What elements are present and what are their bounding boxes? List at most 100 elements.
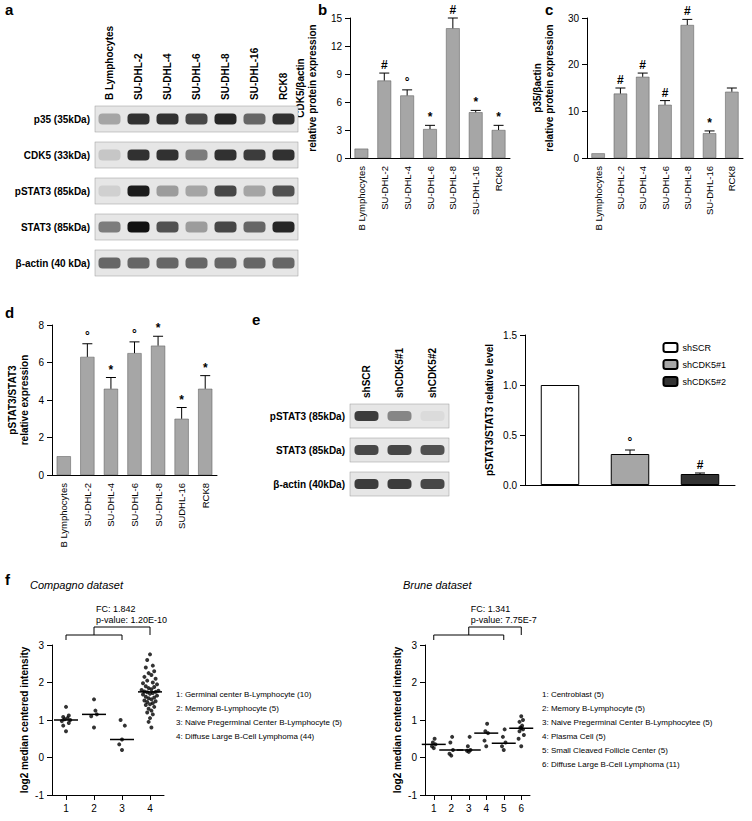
- svg-text:CDK5 (33kDa): CDK5 (33kDa): [24, 150, 90, 161]
- svg-text:2: 2: [448, 803, 454, 814]
- svg-text:1: 1: [411, 715, 417, 726]
- svg-text:4: Diffuse Large B-Cell Lympho: 4: Diffuse Large B-Cell Lymphoma (44): [176, 732, 315, 741]
- svg-text:20: 20: [568, 59, 580, 70]
- svg-text:shSCR: shSCR: [682, 343, 711, 353]
- svg-text:1.0: 1.0: [503, 380, 517, 391]
- svg-text:*: *: [109, 363, 114, 377]
- svg-text:0: 0: [573, 153, 579, 164]
- svg-text:SU-DHL-16: SU-DHL-16: [249, 47, 260, 100]
- svg-text:STAT3 (85kDa): STAT3 (85kDa): [276, 445, 345, 456]
- svg-text:6: 6: [336, 97, 342, 108]
- svg-text:relative protein expression: relative protein expression: [544, 24, 555, 151]
- svg-text:-1: -1: [408, 790, 417, 801]
- svg-text:SU-DHL-2: SU-DHL-2: [379, 166, 390, 210]
- svg-text:*: *: [428, 110, 433, 124]
- svg-text:0: 0: [38, 470, 44, 481]
- svg-text:RCK8: RCK8: [493, 166, 504, 191]
- svg-text:1.5: 1.5: [503, 330, 517, 341]
- svg-text:shSCR: shSCR: [361, 364, 372, 398]
- svg-text:#: #: [662, 86, 669, 100]
- svg-text:°: °: [85, 329, 90, 343]
- svg-text:SU-DHL-16: SU-DHL-16: [470, 166, 481, 215]
- svg-text:#: #: [697, 458, 704, 472]
- svg-text:p35/βactin: p35/βactin: [532, 63, 543, 112]
- svg-text:2: Memory B-Lymphocyte (5): 2: Memory B-Lymphocyte (5): [176, 704, 279, 713]
- svg-text:shCDK5#1: shCDK5#1: [682, 360, 726, 370]
- svg-text:°: °: [405, 75, 410, 89]
- svg-text:FC: 1.341: FC: 1.341: [471, 604, 511, 614]
- svg-text:shCDK5#1: shCDK5#1: [394, 348, 405, 398]
- svg-text:shCDK5#2: shCDK5#2: [427, 348, 438, 398]
- svg-text:9: 9: [336, 69, 342, 80]
- svg-text:β-actin (40 kDa): β-actin (40 kDa): [16, 258, 90, 269]
- svg-text:SUDHL-16: SUDHL-16: [176, 483, 187, 529]
- svg-text:B Lymphocytes: B Lymphocytes: [356, 166, 367, 231]
- svg-text:FC: 1.842: FC: 1.842: [96, 604, 136, 614]
- svg-text:SU-DHL-4: SU-DHL-4: [637, 166, 648, 210]
- svg-text:*: *: [203, 361, 208, 375]
- svg-text:#: #: [684, 4, 691, 18]
- svg-text:3: 3: [466, 803, 472, 814]
- svg-text:shCDK5#2: shCDK5#2: [682, 377, 726, 387]
- svg-text:4: 4: [147, 803, 153, 814]
- svg-text:4: 4: [483, 803, 489, 814]
- svg-text:12: 12: [331, 41, 343, 52]
- svg-text:log2 median centered intensity: log2 median centered intensity: [392, 646, 403, 793]
- svg-text:RCK8: RCK8: [726, 166, 737, 191]
- svg-text:SU-DHL-6: SU-DHL-6: [660, 166, 671, 210]
- svg-text:5: Small Cleaved Follicle Cent: 5: Small Cleaved Follicle Center (5): [542, 746, 668, 755]
- svg-text:SU-DHL-6: SU-DHL-6: [425, 166, 436, 210]
- svg-text:SU-DHL-6: SU-DHL-6: [129, 483, 140, 527]
- svg-text:pSTAT3/STAT3: pSTAT3/STAT3: [7, 365, 18, 435]
- svg-text:-1: -1: [35, 790, 44, 801]
- svg-text:#: #: [639, 58, 646, 72]
- svg-text:RCK8: RCK8: [200, 483, 211, 508]
- svg-text:2: 2: [91, 803, 97, 814]
- svg-text:p35 (35kDa): p35 (35kDa): [34, 114, 90, 125]
- svg-text:SU-DHL-16: SU-DHL-16: [704, 166, 715, 215]
- svg-text:p-value: 1.20E-10: p-value: 1.20E-10: [96, 615, 167, 625]
- svg-text:5: 5: [501, 803, 507, 814]
- svg-text:d: d: [5, 304, 14, 321]
- svg-text:0: 0: [336, 153, 342, 164]
- svg-text:f: f: [5, 571, 11, 588]
- svg-text:Brune dataset: Brune dataset: [403, 579, 472, 591]
- svg-text:SU-DHL-2: SU-DHL-2: [82, 483, 93, 527]
- svg-text:a: a: [5, 1, 14, 18]
- svg-text:SU-DHL-4: SU-DHL-4: [162, 53, 173, 100]
- svg-text:SU-DHL-4: SU-DHL-4: [402, 166, 413, 210]
- svg-text:0: 0: [411, 752, 417, 763]
- svg-text:*: *: [156, 321, 161, 335]
- svg-text:*: *: [707, 116, 712, 130]
- svg-text:3: Naive Pregerminal Center B-: 3: Naive Pregerminal Center B-Lymphocyte…: [176, 718, 342, 727]
- svg-text:c: c: [545, 1, 553, 18]
- svg-text:RCK8: RCK8: [278, 72, 289, 100]
- svg-text:1: Centroblast (5): 1: Centroblast (5): [542, 690, 604, 699]
- svg-text:#: #: [617, 73, 624, 87]
- svg-text:B Lymphocytes: B Lymphocytes: [593, 166, 604, 231]
- svg-text:3: 3: [119, 803, 125, 814]
- svg-text:0.0: 0.0: [503, 480, 517, 491]
- svg-text:8: 8: [38, 320, 44, 331]
- svg-text:10: 10: [568, 106, 580, 117]
- svg-text:p-value: 7.75E-7: p-value: 7.75E-7: [471, 615, 537, 625]
- svg-text:°: °: [628, 435, 633, 449]
- svg-text:1: Germinal center B-Lymphocyt: 1: Germinal center B-Lymphocyte (10): [176, 690, 312, 699]
- svg-text:relative expression: relative expression: [19, 355, 30, 446]
- svg-text:1: 1: [431, 803, 437, 814]
- svg-text:°: °: [132, 327, 137, 341]
- svg-text:#: #: [381, 58, 388, 72]
- svg-text:B Lymphocytes: B Lymphocytes: [104, 25, 115, 100]
- svg-text:pSTAT3 (85kDa): pSTAT3 (85kDa): [270, 411, 345, 422]
- svg-text:3: Naive Pregerminal Center B-: 3: Naive Pregerminal Center B-Lymphocyte…: [542, 718, 713, 727]
- svg-text:log2 median centered intensity: log2 median centered intensity: [19, 646, 30, 793]
- svg-text:SU-DHL-6: SU-DHL-6: [191, 53, 202, 100]
- svg-text:6: 6: [38, 357, 44, 368]
- svg-text:B Lymphocytes: B Lymphocytes: [58, 483, 69, 548]
- svg-text:3: 3: [411, 640, 417, 651]
- svg-text:*: *: [496, 110, 501, 124]
- svg-text:*: *: [473, 95, 478, 109]
- svg-text:CDK5/βactin: CDK5/βactin: [295, 58, 306, 117]
- svg-text:2: 2: [38, 432, 44, 443]
- svg-text:6: Diffuse Large B-Cell Lympho: 6: Diffuse Large B-Cell Lymphoma (11): [542, 760, 680, 769]
